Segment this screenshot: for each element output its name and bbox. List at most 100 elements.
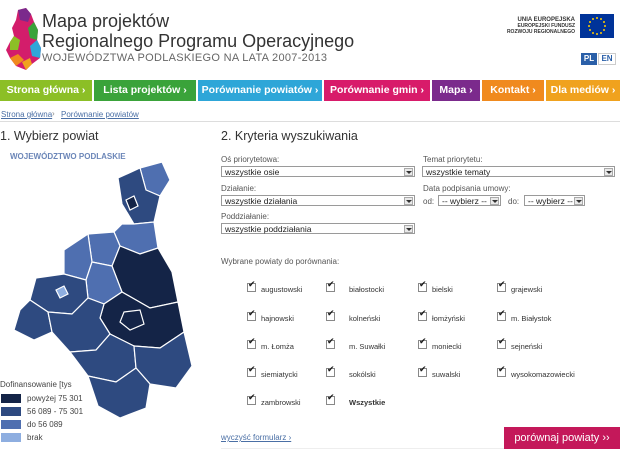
od-select[interactable]: -- wybierz -- xyxy=(438,195,501,206)
checkbox-m-lomza[interactable] xyxy=(247,337,256,349)
chevron-down-icon xyxy=(604,168,613,176)
dzialanie-select[interactable]: wszystkie działania xyxy=(221,195,415,206)
checkbox-label-bielski: bielski xyxy=(432,285,453,294)
map-county-siemiatycki[interactable] xyxy=(87,367,151,419)
podlaskie-logo-icon xyxy=(6,8,41,70)
map-county-m-bialystok[interactable] xyxy=(119,309,145,331)
checkbox-zambrowski[interactable] xyxy=(247,393,256,405)
checkbox-wszystkie[interactable] xyxy=(326,393,335,405)
checkbox-siemiatycki[interactable] xyxy=(247,365,256,377)
checkbox-label-augustowski: augustowski xyxy=(261,285,303,294)
section2-title: 2. Kryteria wyszukiwania xyxy=(221,129,358,143)
checkbox-augustowski[interactable] xyxy=(247,280,256,292)
checkbox-m-suwalki[interactable] xyxy=(326,337,335,349)
checkbox-wysokomazowiecki[interactable] xyxy=(497,365,506,377)
checkbox-hajnowski[interactable] xyxy=(247,309,256,321)
nav-lista-projektow[interactable]: Lista projektów › xyxy=(94,80,196,101)
data-label: Data podpisania umowy: xyxy=(423,184,511,193)
checkbox-sejnenski[interactable] xyxy=(497,337,506,349)
dzialanie-label: Działanie: xyxy=(221,184,257,193)
region-label: WOJEWÓDZTWO PODLASKIE xyxy=(10,152,126,161)
site-title: Mapa projektów xyxy=(42,11,170,31)
legend-swatch-mid xyxy=(1,407,21,416)
checkbox-label-m-bialystok: m. Białystok xyxy=(511,314,552,323)
site-subtitle: Regionalnego Programu Operacyjnego xyxy=(42,31,355,51)
checkbox-label-sejnenski: sejneński xyxy=(511,342,543,351)
legend-label-none: brak xyxy=(27,433,43,442)
checkbox-bialostocki[interactable] xyxy=(326,280,335,292)
poddzialanie-select[interactable]: wszystkie poddziałania xyxy=(221,223,415,234)
checkbox-grajewski[interactable] xyxy=(497,280,506,292)
divider xyxy=(0,121,620,122)
temat-select[interactable]: wszystkie tematy xyxy=(422,166,615,177)
os-label: Oś priorytetowa: xyxy=(221,155,280,164)
nav-porownanie-gmin[interactable]: Porównanie gmin › xyxy=(324,80,430,101)
map-county-wysokomazowiecki[interactable] xyxy=(47,297,111,353)
do-select[interactable]: -- wybierz -- xyxy=(524,195,585,206)
checkbox-label-grajewski: grajewski xyxy=(511,285,543,294)
legend-label-low: do 56 089 xyxy=(27,420,63,429)
map-county-m-suwalki[interactable] xyxy=(125,195,139,211)
checkbox-label-wysokomazowiecki: wysokomazowiecki xyxy=(511,370,575,379)
nav-mapa[interactable]: Mapa › xyxy=(432,80,480,101)
temat-label: Temat priorytetu: xyxy=(423,155,483,164)
legend-label-high: powyżej 75 301 xyxy=(27,394,83,403)
eu-flag-icon xyxy=(580,14,614,38)
temat-select-value: wszystkie tematy xyxy=(426,167,491,177)
map-county-m-lomza[interactable] xyxy=(55,285,69,299)
chevron-down-icon xyxy=(404,197,413,205)
chevron-down-icon xyxy=(490,197,499,205)
breadcrumb-separator: › xyxy=(52,109,55,118)
checkbox-bielski[interactable] xyxy=(418,280,427,292)
eu-line2: EUROPEJSKI FUNDUSZ xyxy=(517,23,575,29)
checkbox-label-bialostocki: białostocki xyxy=(349,285,385,294)
legend-swatch-none xyxy=(1,433,21,442)
lang-pl-button[interactable]: PL xyxy=(581,53,597,65)
compare-button[interactable]: porównaj powiaty ›› xyxy=(504,427,620,449)
checkbox-suwalski[interactable] xyxy=(418,365,427,377)
chevron-down-icon xyxy=(404,225,413,233)
main-nav: Strona główna › Lista projektów › Porówn… xyxy=(0,80,620,101)
section1-title: 1. Wybierz powiat xyxy=(0,129,99,143)
checkbox-m-bialystok[interactable] xyxy=(497,309,506,321)
legend-swatch-low xyxy=(1,420,21,429)
eu-line1: UNIA EUROPEJSKA xyxy=(517,17,575,23)
county-map xyxy=(13,162,193,419)
os-select[interactable]: wszystkie osie xyxy=(221,166,415,177)
checkbox-moniecki[interactable] xyxy=(418,337,427,349)
checkbox-label-wszystkie: Wszystkie xyxy=(349,398,386,407)
checkbox-label-m-lomza: m. Łomża xyxy=(261,342,294,351)
nav-dla-mediow[interactable]: Dla mediów › xyxy=(546,80,620,101)
legend-title: Dofinansowanie [tys xyxy=(0,380,72,389)
bottom-divider xyxy=(221,448,504,449)
checkbox-label-sokolski: sokólski xyxy=(349,370,376,379)
powiaty-label: Wybrane powiaty do porównania: xyxy=(221,257,340,266)
checkbox-label-zambrowski: zambrowski xyxy=(261,398,301,407)
eu-caption: UNIA EUROPEJSKA EUROPEJSKI FUNDUSZ ROZWO… xyxy=(495,17,575,35)
reset-form-link[interactable]: wyczyść formularz › xyxy=(221,433,292,442)
od-label: od: xyxy=(423,197,435,206)
checkbox-label-moniecki: moniecki xyxy=(432,342,462,351)
checkbox-label-m-suwalki: m. Suwałki xyxy=(349,342,386,351)
lang-en-button[interactable]: EN xyxy=(598,53,616,65)
nav-strona-glowna[interactable]: Strona główna › xyxy=(0,80,92,101)
chevron-down-icon xyxy=(404,168,413,176)
breadcrumb-current[interactable]: Porównanie powiatów xyxy=(61,110,139,119)
do-label: do: xyxy=(508,197,520,206)
legend-label-mid: 56 089 - 75 301 xyxy=(27,407,84,416)
checkbox-kolnenski[interactable] xyxy=(326,309,335,321)
checkbox-label-lomzynski: łomżyński xyxy=(432,314,465,323)
nav-kontakt[interactable]: Kontakt › xyxy=(482,80,544,101)
checkbox-label-hajnowski: hajnowski xyxy=(261,314,294,323)
od-select-value: -- wybierz -- xyxy=(442,196,487,206)
map-county-suwalski[interactable] xyxy=(117,167,161,225)
breadcrumb-home[interactable]: Strona główna xyxy=(1,110,53,119)
chevron-down-icon xyxy=(574,197,583,205)
poddzialanie-select-value: wszystkie poddziałania xyxy=(225,224,312,234)
checkbox-sokolski[interactable] xyxy=(326,365,335,377)
do-select-value: -- wybierz -- xyxy=(528,196,573,206)
nav-porownanie-powiatow[interactable]: Porównanie powiatów › xyxy=(198,80,322,101)
site-tagline: WOJEWÓDZTWA PODLASKIEGO NA LATA 2007-201… xyxy=(42,52,328,64)
checkbox-label-suwalski: suwalski xyxy=(432,370,461,379)
checkbox-lomzynski[interactable] xyxy=(418,309,427,321)
